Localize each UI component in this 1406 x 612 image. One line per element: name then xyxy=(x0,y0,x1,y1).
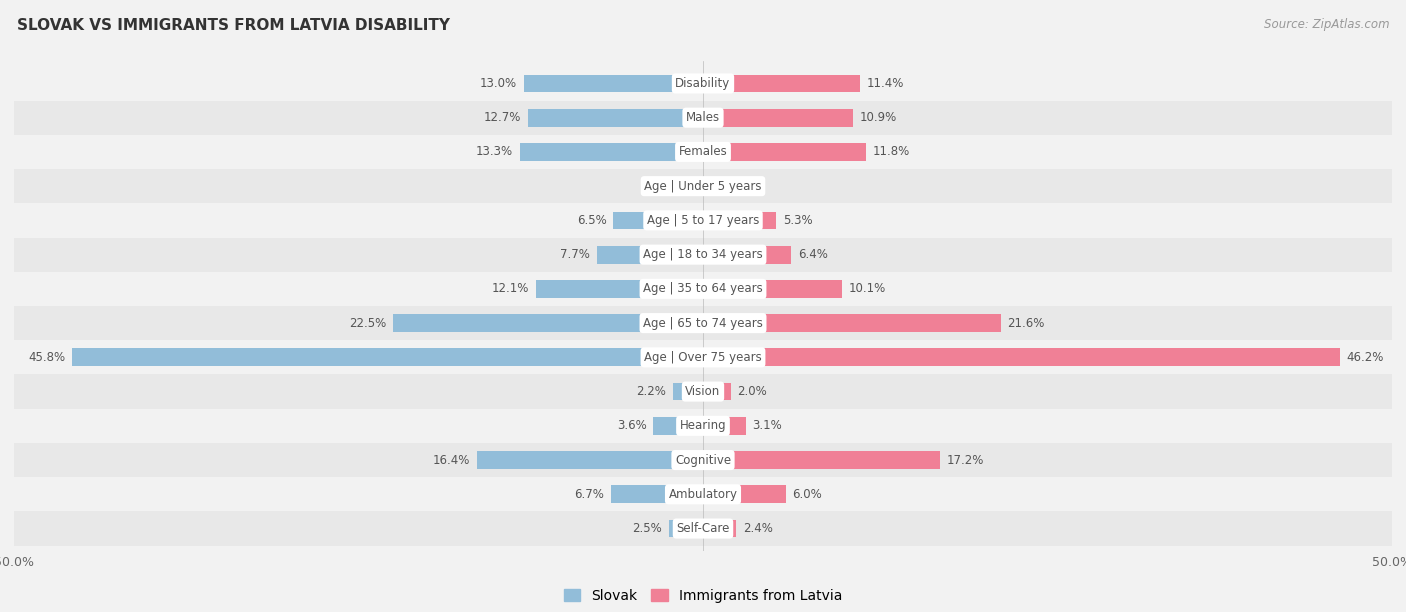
Text: Ambulatory: Ambulatory xyxy=(668,488,738,501)
Bar xyxy=(672,382,703,400)
Text: Age | Under 5 years: Age | Under 5 years xyxy=(644,180,762,193)
Text: 6.5%: 6.5% xyxy=(576,214,606,227)
Text: Self-Care: Self-Care xyxy=(676,522,730,535)
Text: 45.8%: 45.8% xyxy=(28,351,65,364)
Bar xyxy=(520,143,703,161)
Text: 13.0%: 13.0% xyxy=(479,77,517,90)
Bar xyxy=(669,520,703,537)
Bar xyxy=(14,306,1392,340)
Bar xyxy=(14,340,1392,375)
Bar xyxy=(703,417,745,435)
Bar xyxy=(14,272,1392,306)
Bar xyxy=(703,520,737,537)
Text: Vision: Vision xyxy=(685,385,721,398)
Text: Age | 65 to 74 years: Age | 65 to 74 years xyxy=(643,316,763,330)
Bar xyxy=(14,477,1392,512)
Text: 46.2%: 46.2% xyxy=(1347,351,1384,364)
Bar xyxy=(536,280,703,298)
Bar xyxy=(654,417,703,435)
Bar xyxy=(703,348,1340,366)
Text: Age | Over 75 years: Age | Over 75 years xyxy=(644,351,762,364)
Text: Age | 35 to 64 years: Age | 35 to 64 years xyxy=(643,282,763,296)
Text: SLOVAK VS IMMIGRANTS FROM LATVIA DISABILITY: SLOVAK VS IMMIGRANTS FROM LATVIA DISABIL… xyxy=(17,18,450,34)
Text: 3.1%: 3.1% xyxy=(752,419,782,432)
Bar xyxy=(610,485,703,503)
Bar xyxy=(703,451,941,469)
Text: Disability: Disability xyxy=(675,77,731,90)
Text: 17.2%: 17.2% xyxy=(946,453,984,466)
Bar xyxy=(14,100,1392,135)
Text: Age | 5 to 17 years: Age | 5 to 17 years xyxy=(647,214,759,227)
Text: 6.7%: 6.7% xyxy=(574,488,603,501)
Text: 12.1%: 12.1% xyxy=(492,282,530,296)
Bar xyxy=(703,382,731,400)
Text: 1.2%: 1.2% xyxy=(727,180,756,193)
Text: 6.0%: 6.0% xyxy=(793,488,823,501)
Text: 2.0%: 2.0% xyxy=(738,385,768,398)
Bar xyxy=(14,512,1392,546)
Text: 22.5%: 22.5% xyxy=(349,316,387,330)
Text: 21.6%: 21.6% xyxy=(1008,316,1045,330)
Text: 16.4%: 16.4% xyxy=(433,453,470,466)
Text: Females: Females xyxy=(679,146,727,159)
Bar xyxy=(703,177,720,195)
Text: 10.9%: 10.9% xyxy=(860,111,897,124)
Bar xyxy=(14,409,1392,443)
Bar xyxy=(392,314,703,332)
Legend: Slovak, Immigrants from Latvia: Slovak, Immigrants from Latvia xyxy=(564,589,842,603)
Bar xyxy=(703,143,866,161)
Text: Males: Males xyxy=(686,111,720,124)
Text: Source: ZipAtlas.com: Source: ZipAtlas.com xyxy=(1264,18,1389,31)
Bar xyxy=(14,169,1392,203)
Text: 3.6%: 3.6% xyxy=(617,419,647,432)
Text: 10.1%: 10.1% xyxy=(849,282,886,296)
Bar xyxy=(598,246,703,264)
Bar xyxy=(613,212,703,230)
Bar xyxy=(529,109,703,127)
Text: 12.7%: 12.7% xyxy=(484,111,522,124)
Bar xyxy=(14,443,1392,477)
Bar xyxy=(14,135,1392,169)
Text: Cognitive: Cognitive xyxy=(675,453,731,466)
Text: 13.3%: 13.3% xyxy=(475,146,513,159)
Bar xyxy=(477,451,703,469)
Text: 7.7%: 7.7% xyxy=(560,248,591,261)
Text: 6.4%: 6.4% xyxy=(799,248,828,261)
Bar xyxy=(14,66,1392,100)
Bar xyxy=(14,203,1392,237)
Text: 2.2%: 2.2% xyxy=(636,385,666,398)
Bar xyxy=(703,246,792,264)
Text: 11.4%: 11.4% xyxy=(868,77,904,90)
Text: 2.4%: 2.4% xyxy=(742,522,773,535)
Text: 5.3%: 5.3% xyxy=(783,214,813,227)
Bar xyxy=(703,109,853,127)
Bar xyxy=(14,237,1392,272)
Bar xyxy=(14,375,1392,409)
Bar xyxy=(524,75,703,92)
Text: Hearing: Hearing xyxy=(679,419,727,432)
Bar xyxy=(72,348,703,366)
Text: 1.7%: 1.7% xyxy=(643,180,672,193)
Bar xyxy=(703,314,1001,332)
Text: 11.8%: 11.8% xyxy=(873,146,910,159)
Bar xyxy=(679,177,703,195)
Bar xyxy=(703,280,842,298)
Text: Age | 18 to 34 years: Age | 18 to 34 years xyxy=(643,248,763,261)
Bar xyxy=(703,212,776,230)
Bar xyxy=(703,75,860,92)
Bar xyxy=(703,485,786,503)
Text: 2.5%: 2.5% xyxy=(631,522,662,535)
